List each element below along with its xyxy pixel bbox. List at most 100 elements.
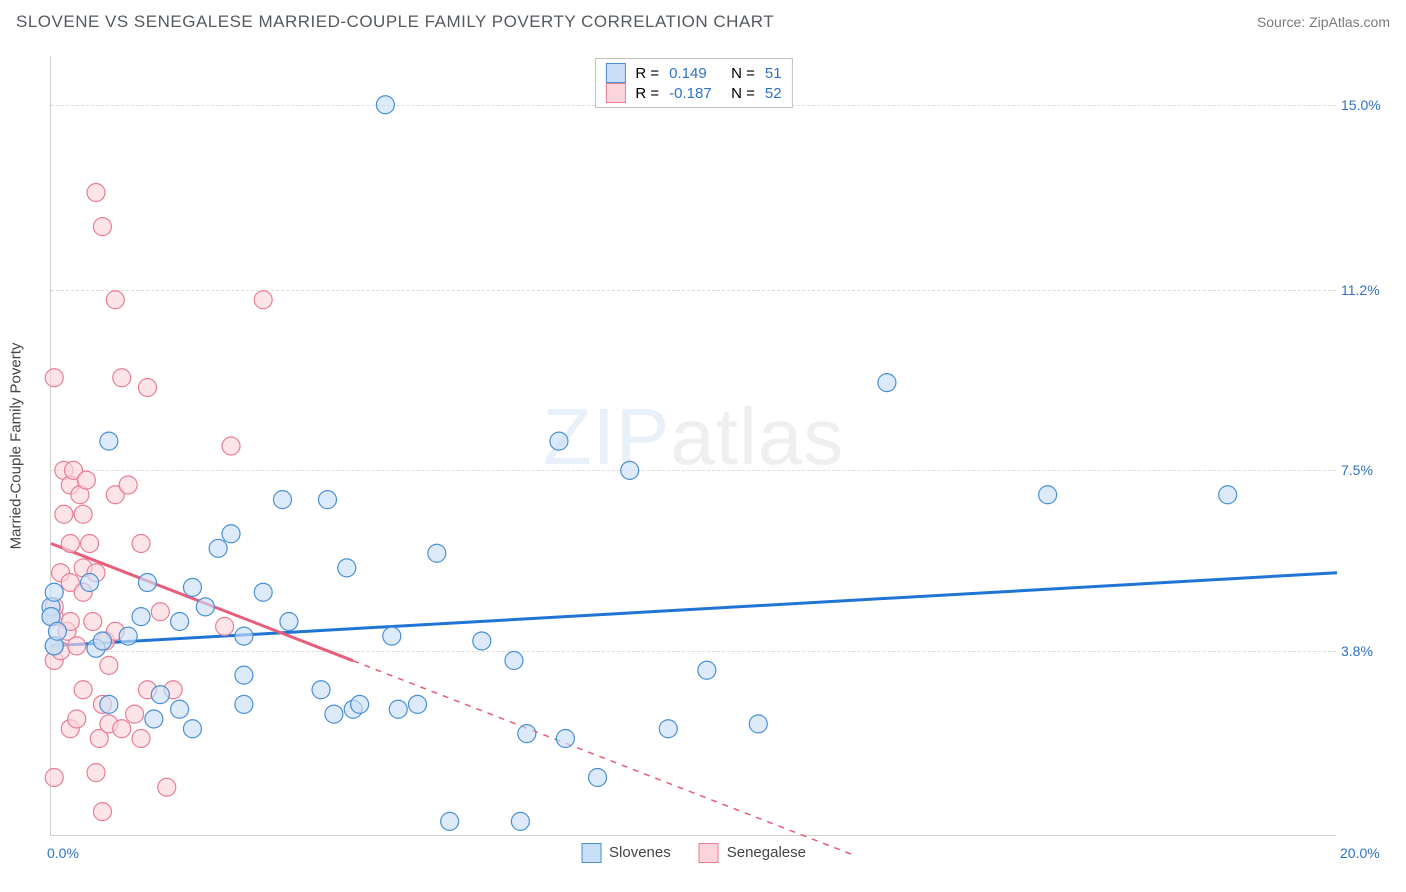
n-value-slovenes: 51 xyxy=(765,65,782,82)
legend-swatch-slovenes xyxy=(581,843,601,863)
legend-swatch-slovenes xyxy=(605,63,625,83)
data-point xyxy=(126,705,144,723)
data-point xyxy=(68,637,86,655)
data-point xyxy=(119,476,137,494)
data-point xyxy=(280,613,298,631)
legend-stats-row-0: R = 0.149 N = 51 xyxy=(605,63,781,83)
data-point xyxy=(351,695,369,713)
data-point xyxy=(77,471,95,489)
data-point xyxy=(383,627,401,645)
data-point xyxy=(151,686,169,704)
legend-stats-row-1: R = -0.187 N = 52 xyxy=(605,83,781,103)
data-point xyxy=(376,96,394,114)
data-point xyxy=(318,491,336,509)
n-label: N = xyxy=(731,65,755,82)
data-point xyxy=(254,583,272,601)
data-point xyxy=(556,730,574,748)
data-point xyxy=(878,374,896,392)
x-tick-label: 0.0% xyxy=(47,845,79,861)
r-label: R = xyxy=(635,65,659,82)
data-point xyxy=(254,291,272,309)
legend-label-slovenes: Slovenes xyxy=(609,844,671,861)
data-point xyxy=(119,627,137,645)
chart-container: SLOVENE VS SENEGALESE MARRIED-COUPLE FAM… xyxy=(0,0,1406,892)
data-point xyxy=(68,710,86,728)
data-point xyxy=(87,184,105,202)
data-point xyxy=(171,700,189,718)
data-point xyxy=(151,603,169,621)
data-point xyxy=(100,695,118,713)
data-point xyxy=(749,715,767,733)
data-point xyxy=(45,583,63,601)
data-point xyxy=(312,681,330,699)
data-point xyxy=(132,730,150,748)
data-point xyxy=(511,812,529,830)
data-point xyxy=(93,218,111,236)
data-point xyxy=(113,369,131,387)
data-point xyxy=(113,720,131,738)
data-point xyxy=(81,574,99,592)
data-point xyxy=(81,535,99,553)
y-tick-label: 3.8% xyxy=(1341,643,1396,659)
data-point xyxy=(409,695,427,713)
data-point xyxy=(87,764,105,782)
legend-item-slovenes: Slovenes xyxy=(581,843,671,863)
n-label: N = xyxy=(731,85,755,102)
data-point xyxy=(550,432,568,450)
r-value-slovenes: 0.149 xyxy=(669,65,721,82)
data-point xyxy=(183,720,201,738)
legend-label-senegalese: Senegalese xyxy=(727,844,806,861)
n-value-senegalese: 52 xyxy=(765,85,782,102)
legend-item-senegalese: Senegalese xyxy=(699,843,806,863)
data-point xyxy=(473,632,491,650)
data-point xyxy=(505,652,523,670)
data-point xyxy=(1219,486,1237,504)
data-point xyxy=(74,505,92,523)
data-point xyxy=(1039,486,1057,504)
scatter-points-layer xyxy=(51,56,1336,835)
legend-swatch-senegalese xyxy=(605,83,625,103)
y-tick-label: 11.2% xyxy=(1341,282,1396,298)
data-point xyxy=(84,613,102,631)
source-label: Source: ZipAtlas.com xyxy=(1257,14,1390,30)
legend-series: Slovenes Senegalese xyxy=(581,843,806,863)
data-point xyxy=(100,656,118,674)
data-point xyxy=(235,666,253,684)
data-point xyxy=(48,622,66,640)
data-point xyxy=(55,505,73,523)
data-point xyxy=(222,525,240,543)
data-point xyxy=(389,700,407,718)
data-point xyxy=(209,539,227,557)
data-point xyxy=(93,632,111,650)
data-point xyxy=(325,705,343,723)
chart-header: SLOVENE VS SENEGALESE MARRIED-COUPLE FAM… xyxy=(0,0,1406,38)
data-point xyxy=(100,432,118,450)
data-point xyxy=(235,627,253,645)
data-point xyxy=(145,710,163,728)
data-point xyxy=(518,725,536,743)
data-point xyxy=(171,613,189,631)
data-point xyxy=(216,617,234,635)
data-point xyxy=(222,437,240,455)
legend-swatch-senegalese xyxy=(699,843,719,863)
data-point xyxy=(441,812,459,830)
data-point xyxy=(106,291,124,309)
data-point xyxy=(132,535,150,553)
data-point xyxy=(273,491,291,509)
data-point xyxy=(45,369,63,387)
data-point xyxy=(235,695,253,713)
x-tick-label: 20.0% xyxy=(1340,845,1400,861)
data-point xyxy=(93,803,111,821)
chart-title: SLOVENE VS SENEGALESE MARRIED-COUPLE FAM… xyxy=(16,12,774,32)
data-point xyxy=(589,769,607,787)
r-value-senegalese: -0.187 xyxy=(669,85,721,102)
plot-area: ZIPatlas R = 0.149 N = 51 R = -0.187 N =… xyxy=(50,56,1336,836)
r-label: R = xyxy=(635,85,659,102)
y-axis-title: Married-Couple Family Poverty xyxy=(8,343,25,550)
data-point xyxy=(428,544,446,562)
data-point xyxy=(338,559,356,577)
data-point xyxy=(196,598,214,616)
y-tick-label: 7.5% xyxy=(1341,462,1396,478)
data-point xyxy=(698,661,716,679)
data-point xyxy=(61,535,79,553)
